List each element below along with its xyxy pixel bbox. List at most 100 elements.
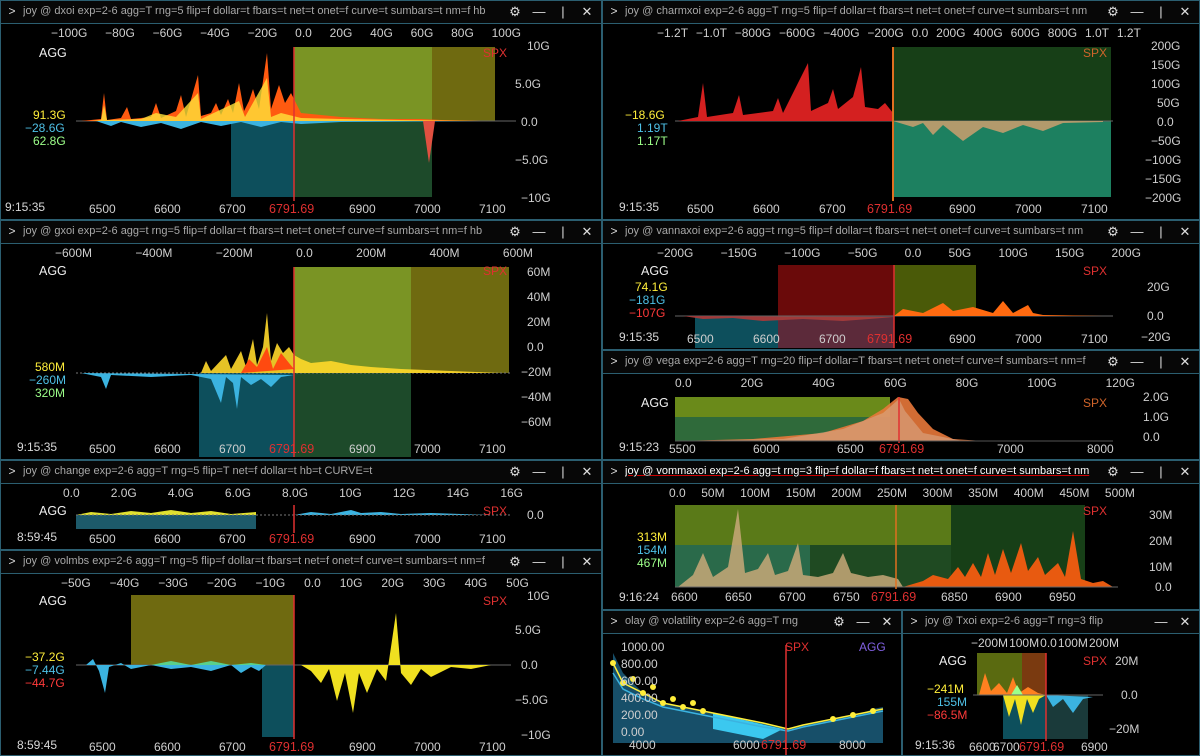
bottom-tick: 6000 <box>733 738 760 752</box>
plot-area[interactable]: −100G −80G −60G −40G −20G 0.0 20G 40G 60G 80G 100G… <box>1 23 601 219</box>
gear-icon[interactable]: ⚙ <box>509 224 521 239</box>
positive-zone-green <box>294 267 411 373</box>
series-red-area <box>81 53 481 121</box>
gear-icon[interactable]: ⚙ <box>1107 354 1119 369</box>
bottom-tick: 6600 <box>753 202 780 216</box>
right-tick: 2.0G <box>1143 390 1170 404</box>
close-button[interactable]: ✕ <box>581 464 593 479</box>
plot-area[interactable]: −1.2T −1.0T −800G −600G −400G −200G 0.0 200G 400… <box>603 23 1199 219</box>
plot-area[interactable]: −200M 100M 0.0 100M 200M 20M 0.0 −20M AGG SP… <box>903 633 1199 755</box>
separator-icon: | <box>1159 224 1163 239</box>
positive-zone-olive <box>411 267 509 373</box>
bottom-tick: 7100 <box>479 532 506 546</box>
minimize-button[interactable]: — <box>1130 4 1144 19</box>
plot-area[interactable]: 0.0 2.0G 4.0G 6.0G 8.0G 10G 12G 14G 16G 0.0 AGG … <box>1 483 601 549</box>
close-button[interactable]: ✕ <box>1179 4 1191 19</box>
right-tick: −200G <box>1145 191 1182 205</box>
close-button[interactable]: ✕ <box>581 554 593 569</box>
agg-label: AGG <box>39 594 67 608</box>
gear-icon[interactable]: ⚙ <box>833 614 845 629</box>
right-tick: −20G <box>1141 330 1171 344</box>
expand-chevron-icon[interactable]: > <box>8 554 16 568</box>
close-button[interactable]: ✕ <box>581 224 593 239</box>
minimize-button[interactable]: — <box>1130 354 1144 369</box>
close-button[interactable]: ✕ <box>1179 224 1191 239</box>
bottom-tick: 6600 <box>154 202 181 216</box>
expand-chevron-icon[interactable]: > <box>610 354 618 368</box>
plot-area[interactable]: 0.0 20G 40G 60G 80G 100G 120G 2.0G 1.0G 0.0 AG… <box>603 373 1199 459</box>
bottom-tick: 6850 <box>941 590 968 604</box>
separator-icon: | <box>1159 464 1163 479</box>
expand-chevron-icon[interactable]: > <box>610 464 618 478</box>
bottom-tick: 6900 <box>349 532 376 546</box>
series-red-area <box>678 63 893 121</box>
put-value: −44.7G <box>25 676 65 690</box>
minimize-button[interactable]: — <box>532 224 546 239</box>
minimize-button[interactable]: — <box>1130 464 1144 479</box>
panel-titlebar: > joy @ vommaxoi exp=2-6 agg=t rng=3 fli… <box>603 461 1199 484</box>
zone-maroon <box>778 316 894 348</box>
close-button[interactable]: ✕ <box>1179 354 1191 369</box>
close-button[interactable]: ✕ <box>1179 614 1191 629</box>
expand-chevron-icon[interactable]: > <box>610 614 618 628</box>
minimize-button[interactable]: — <box>532 464 546 479</box>
plot-area[interactable]: −600M −400M −200M 0.0 200M 400M 600M 60M 40M 2… <box>1 243 601 459</box>
minimize-button[interactable]: — <box>1154 614 1168 629</box>
panel-titlebar: > joy @ vannaxoi exp=2-6 agg=t rng=5 fli… <box>603 221 1199 244</box>
top-axis: −50G −40G −30G −20G −10G 0.0 10G 20G 30G 40G 50G <box>61 576 529 590</box>
series-orange <box>979 673 1046 695</box>
call-value: 1.19T <box>637 121 668 135</box>
minimize-button[interactable]: — <box>856 614 870 629</box>
spx-label: SPX <box>1083 46 1108 60</box>
gear-icon[interactable]: ⚙ <box>1107 464 1119 479</box>
series-green <box>151 661 266 665</box>
timestamp: 9:15:35 <box>619 330 660 344</box>
right-tick: −60M <box>521 415 552 429</box>
call-value: −181G <box>629 293 666 307</box>
timestamp: 9:15:35 <box>5 200 46 214</box>
bottom-tick: 6000 <box>753 442 780 456</box>
gear-icon[interactable]: ⚙ <box>509 464 521 479</box>
gear-icon[interactable]: ⚙ <box>1107 4 1119 19</box>
timestamp: 9:15:35 <box>17 440 58 454</box>
series-yellow-line <box>612 662 884 730</box>
gear-icon[interactable]: ⚙ <box>509 4 521 19</box>
separator-icon: | <box>561 224 565 239</box>
plot-area[interactable]: −50G −40G −30G −20G −10G 0.0 10G 20G 30G 40G 50G 1… <box>1 573 601 755</box>
right-tick: −10G <box>521 728 551 742</box>
plot-area[interactable]: −200G −150G −100G −50G 0.0 50G 100G 150G 200G 20… <box>603 243 1199 349</box>
agg-label: AGG <box>641 264 669 278</box>
close-button[interactable]: ✕ <box>581 4 593 19</box>
plot-area[interactable]: SPX AGG 1000.00 800.00 600.00 400.00 200… <box>603 633 901 755</box>
right-tick: −20M <box>1109 722 1140 736</box>
series-yellow <box>1003 695 1046 725</box>
expand-chevron-icon[interactable]: > <box>8 224 16 238</box>
minimize-button[interactable]: — <box>532 4 546 19</box>
minimize-button[interactable]: — <box>532 554 546 569</box>
close-button[interactable]: ✕ <box>1179 464 1191 479</box>
expand-chevron-icon[interactable]: > <box>8 464 16 478</box>
close-button[interactable]: ✕ <box>881 614 893 629</box>
expand-chevron-icon[interactable]: > <box>8 4 16 18</box>
positive-zone-green <box>893 47 1111 121</box>
minimize-button[interactable]: — <box>1130 224 1144 239</box>
panel-title: joy @ vommaxoi exp=2-6 agg=t rng=3 flip=… <box>625 465 1090 477</box>
zone-teal <box>695 316 778 348</box>
expand-chevron-icon[interactable]: > <box>610 4 618 18</box>
spx-price-label: 6791.69 <box>269 202 315 216</box>
top-axis: −1.2T −1.0T −800G −600G −400G −200G 0.0 200G 400… <box>657 26 1141 40</box>
right-tick: 0.0 <box>1143 430 1160 444</box>
gear-icon[interactable]: ⚙ <box>1107 224 1119 239</box>
series-yellow <box>301 613 491 713</box>
expand-chevron-icon[interactable]: > <box>610 224 618 238</box>
series-area <box>613 653 883 743</box>
top-axis: 0.0 50M 100M 150M 200M 250M 300M 350M 400M 450M 50… <box>669 486 1135 500</box>
bottom-tick: 7000 <box>997 442 1024 456</box>
plot-area[interactable]: 0.0 50M 100M 150M 200M 250M 300M 350M 400M 450M 50… <box>603 483 1199 609</box>
bottom-tick: 6500 <box>687 202 714 216</box>
panel-volatility: > olay @ volatility exp=2-6 agg=T rng ⚙ … <box>602 610 902 756</box>
top-axis: −200G −150G −100G −50G 0.0 50G 100G 150G 200G <box>657 246 1141 260</box>
gear-icon[interactable]: ⚙ <box>509 554 521 569</box>
negative-zone-green <box>294 121 432 197</box>
expand-chevron-icon[interactable]: > <box>910 614 918 628</box>
